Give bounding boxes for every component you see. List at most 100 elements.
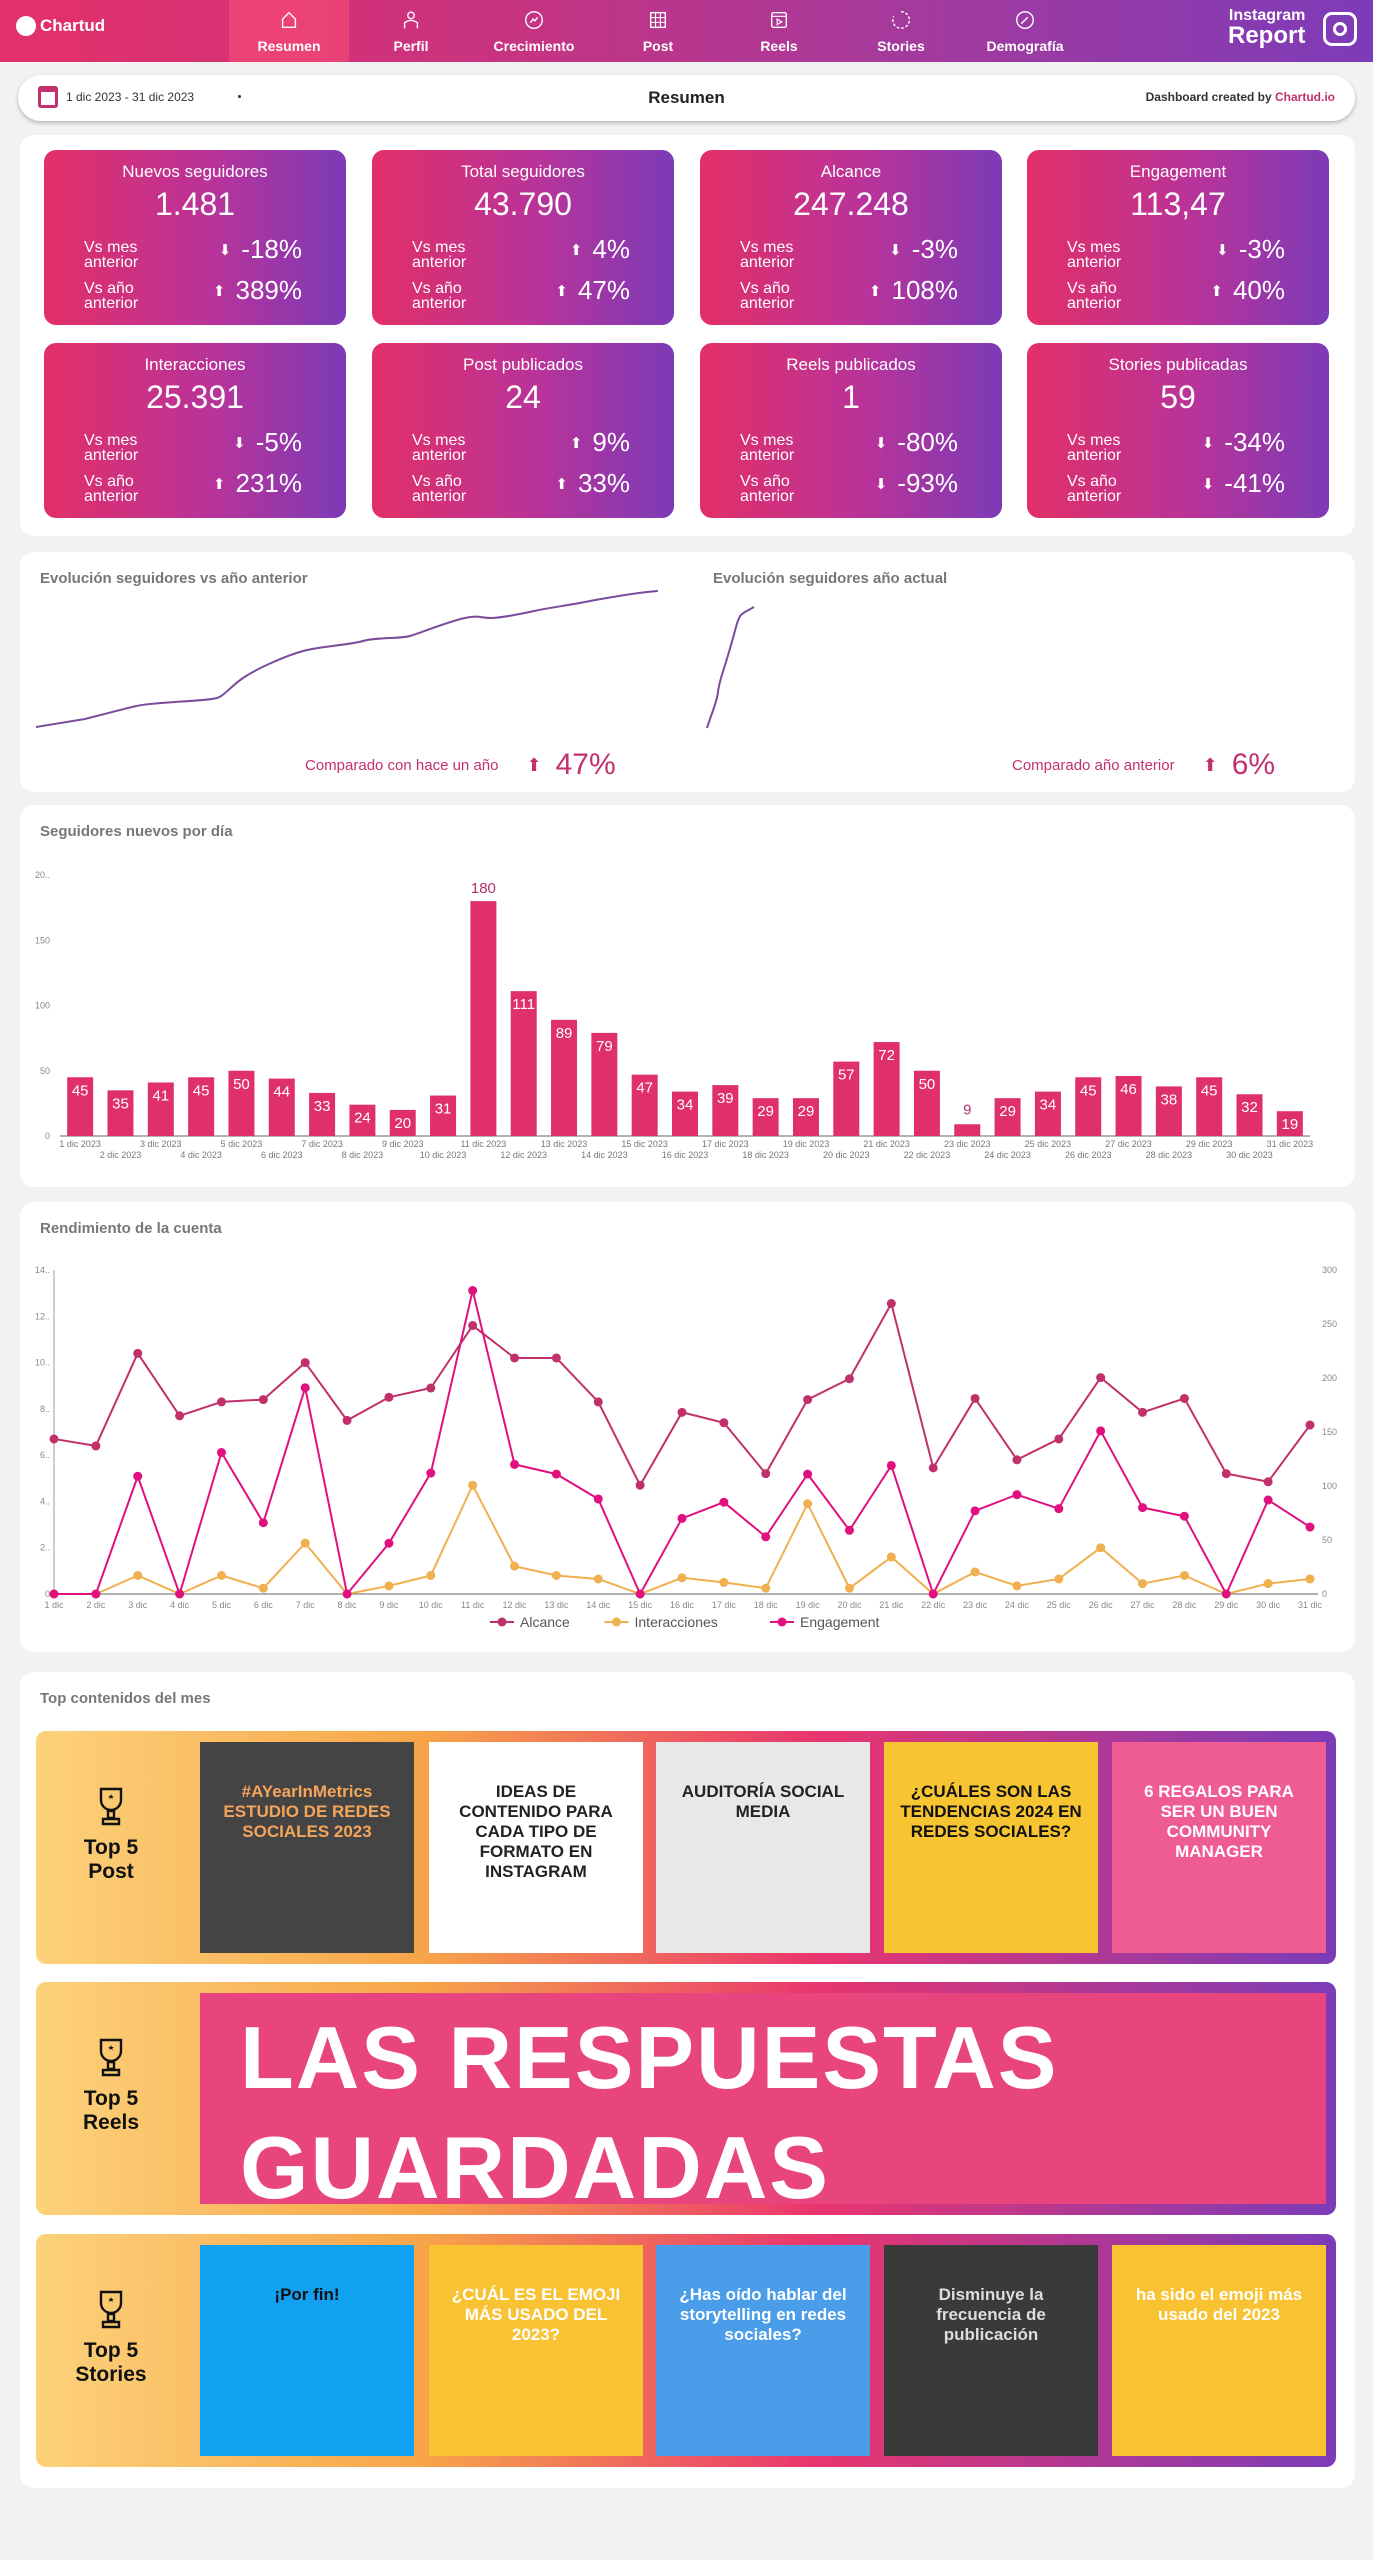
legend-item-engagement[interactable]: Engagement [770, 1614, 880, 1630]
data-point[interactable] [426, 1383, 436, 1393]
bar[interactable] [833, 1061, 860, 1136]
data-point[interactable] [1012, 1490, 1022, 1500]
data-point[interactable] [1138, 1579, 1148, 1589]
bar[interactable] [551, 1019, 578, 1136]
data-point[interactable] [1054, 1434, 1064, 1444]
data-point[interactable] [677, 1407, 687, 1417]
content-thumbnail[interactable]: 6 REGALOS PARA SER UN BUEN COMMUNITY MAN… [1112, 1742, 1326, 1953]
data-point[interactable] [216, 1397, 226, 1407]
data-point[interactable] [216, 1570, 226, 1580]
data-point[interactable] [1054, 1574, 1064, 1584]
data-point[interactable] [258, 1518, 268, 1528]
content-thumbnail[interactable]: Disminuye la frecuencia de publicación [884, 2245, 1098, 2456]
data-point[interactable] [1179, 1570, 1189, 1580]
bar[interactable] [631, 1074, 658, 1136]
data-point[interactable] [970, 1567, 980, 1577]
content-thumbnail[interactable]: ¿Has oído hablar del storytelling en red… [656, 2245, 870, 2456]
data-point[interactable] [510, 1353, 520, 1363]
content-thumbnail[interactable]: ¿CUÁLES SON LAS TENDENCIAS 2024 EN REDES… [884, 1742, 1098, 1953]
data-point[interactable] [1138, 1407, 1148, 1417]
data-point[interactable] [844, 1583, 854, 1593]
data-point[interactable] [886, 1552, 896, 1562]
data-point[interactable] [551, 1469, 561, 1479]
data-point[interactable] [1054, 1504, 1064, 1514]
data-point[interactable] [510, 1459, 520, 1469]
data-point[interactable] [175, 1589, 185, 1599]
bar[interactable] [107, 1090, 134, 1136]
bar[interactable] [1236, 1094, 1263, 1136]
data-point[interactable] [468, 1286, 478, 1296]
data-point[interactable] [1221, 1469, 1231, 1479]
data-point[interactable] [1221, 1589, 1231, 1599]
data-point[interactable] [635, 1589, 645, 1599]
data-point[interactable] [1263, 1495, 1273, 1505]
data-point[interactable] [216, 1448, 226, 1458]
bar[interactable] [510, 991, 537, 1136]
reel-thumbnail[interactable]: LAS RESPUESTAS GUARDADAS [200, 1993, 1326, 2204]
content-thumbnail[interactable]: ¡Por fin! [200, 2245, 414, 2456]
content-thumbnail[interactable]: IDEAS DE CONTENIDO PARA CADA TIPO DE FOR… [429, 1742, 643, 1953]
bar[interactable] [1075, 1077, 1102, 1136]
data-point[interactable] [1263, 1579, 1273, 1589]
data-point[interactable] [719, 1577, 729, 1587]
data-point[interactable] [1096, 1543, 1106, 1553]
data-point[interactable] [1096, 1373, 1106, 1383]
nav-tab-crecimiento[interactable]: Crecimiento [474, 0, 594, 62]
data-point[interactable] [761, 1532, 771, 1542]
bar[interactable] [752, 1098, 779, 1136]
data-point[interactable] [928, 1463, 938, 1473]
data-point[interactable] [1179, 1393, 1189, 1403]
bar[interactable] [1115, 1075, 1142, 1136]
data-point[interactable] [426, 1468, 436, 1478]
data-point[interactable] [258, 1395, 268, 1405]
bar[interactable] [954, 1124, 981, 1136]
bar[interactable] [672, 1091, 698, 1136]
data-point[interactable] [593, 1574, 603, 1584]
data-point[interactable] [677, 1513, 687, 1523]
data-point[interactable] [384, 1581, 394, 1591]
data-point[interactable] [886, 1460, 896, 1470]
data-point[interactable] [719, 1497, 729, 1507]
data-point[interactable] [719, 1418, 729, 1428]
data-point[interactable] [1305, 1420, 1315, 1430]
data-point[interactable] [342, 1415, 352, 1425]
data-point[interactable] [1012, 1455, 1022, 1465]
data-point[interactable] [803, 1395, 813, 1405]
legend-item-alcance[interactable]: Alcance [490, 1614, 570, 1630]
nav-tab-resumen[interactable]: Resumen [229, 0, 349, 62]
date-range-picker[interactable]: 1 dic 2023 - 31 dic 2023 [38, 86, 194, 108]
data-point[interactable] [1012, 1581, 1022, 1591]
data-point[interactable] [91, 1589, 101, 1599]
nav-tab-post[interactable]: Post [598, 0, 718, 62]
chartud-logo[interactable]: Chartud [16, 16, 105, 36]
data-point[interactable] [886, 1299, 896, 1309]
data-point[interactable] [677, 1573, 687, 1583]
data-point[interactable] [258, 1583, 268, 1593]
data-point[interactable] [970, 1393, 980, 1403]
bar[interactable] [1196, 1077, 1223, 1136]
data-point[interactable] [1305, 1574, 1315, 1584]
data-point[interactable] [468, 1321, 478, 1331]
data-point[interactable] [300, 1383, 310, 1393]
data-point[interactable] [133, 1348, 143, 1358]
data-point[interactable] [175, 1411, 185, 1421]
bar[interactable] [1276, 1111, 1303, 1136]
data-point[interactable] [384, 1538, 394, 1548]
data-point[interactable] [761, 1469, 771, 1479]
data-point[interactable] [761, 1583, 771, 1593]
data-point[interactable] [635, 1480, 645, 1490]
data-point[interactable] [803, 1499, 813, 1509]
bar[interactable] [591, 1032, 618, 1136]
data-point[interactable] [133, 1471, 143, 1481]
nav-tab-stories[interactable]: Stories [841, 0, 961, 62]
data-point[interactable] [300, 1358, 310, 1368]
credit-link[interactable]: Chartud.io [1275, 90, 1335, 104]
data-point[interactable] [426, 1570, 436, 1580]
bar[interactable] [188, 1077, 215, 1136]
data-point[interactable] [593, 1397, 603, 1407]
data-point[interactable] [593, 1494, 603, 1504]
nav-tab-reels[interactable]: Reels [719, 0, 839, 62]
data-point[interactable] [970, 1506, 980, 1516]
bar[interactable] [994, 1098, 1021, 1136]
bar[interactable] [147, 1082, 174, 1136]
